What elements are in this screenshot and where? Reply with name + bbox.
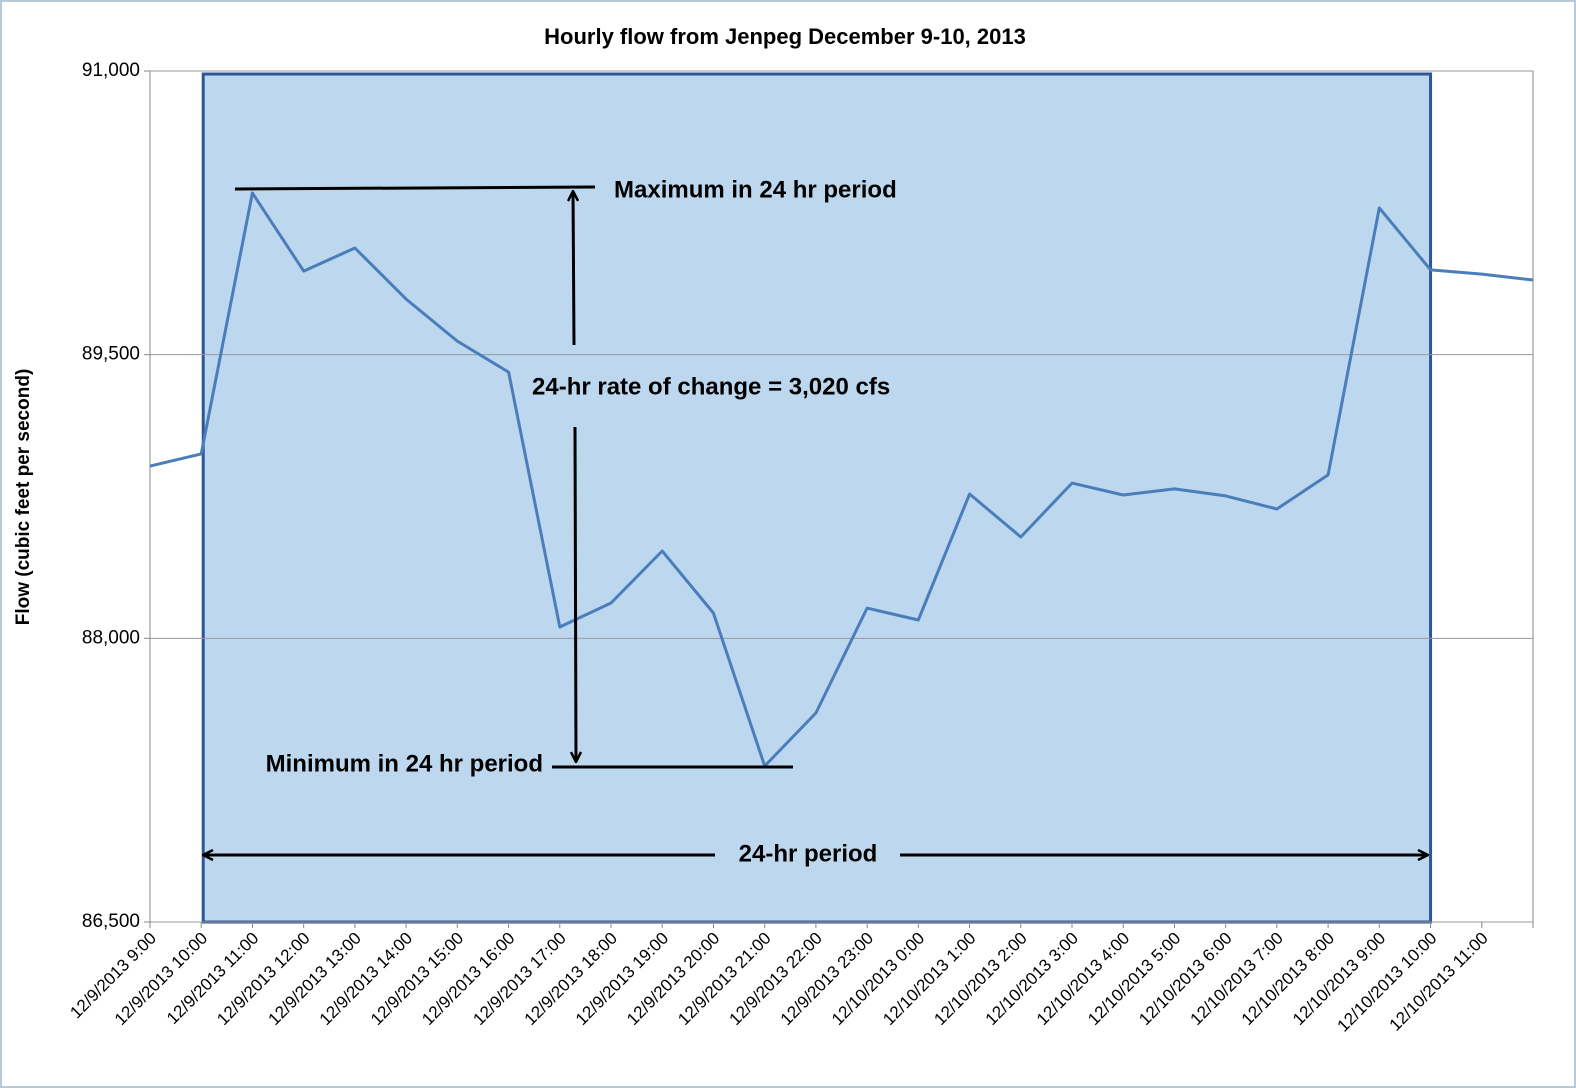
- y-tick-label: 86,500: [82, 911, 140, 932]
- x-tick-label: 12/9/2013 11:00: [163, 929, 262, 1028]
- x-tick-label: 12/9/2013 14:00: [316, 929, 416, 1029]
- x-tick-label: 12/10/2013 0:00: [828, 929, 928, 1029]
- x-tick-label: 12/9/2013 22:00: [726, 929, 826, 1029]
- annotation-line: [234, 185, 596, 191]
- annotation: 24-hr rate of change = 3,020 cfs: [532, 373, 890, 400]
- period-shade: [201, 72, 1433, 924]
- x-tick-label: 12/10/2013 5:00: [1084, 929, 1184, 1029]
- x-tick-label: 12/10/2013 11:00: [1386, 929, 1492, 1035]
- x-tick-label: 12/9/2013 23:00: [777, 929, 877, 1029]
- annotation-line: [573, 191, 574, 346]
- x-tick-label: 12/10/2013 6:00: [1135, 929, 1235, 1029]
- x-tick-label: 12/9/2013 18:00: [521, 929, 621, 1029]
- annotation-line: [575, 426, 576, 762]
- data-line: [149, 191, 1534, 768]
- x-tick-label: 12/9/2013 12:00: [213, 929, 313, 1029]
- x-tick-label: 12/9/2013 15:00: [367, 929, 467, 1029]
- annotation: Minimum in 24 hr period: [266, 750, 543, 777]
- x-tick-label: 12/9/2013 10:00: [111, 929, 211, 1029]
- x-tick-label: 12/10/2013 4:00: [1033, 929, 1133, 1029]
- x-tick-label: 12/9/2013 17:00: [469, 929, 569, 1029]
- x-tick-label: 12/10/2013 1:00: [879, 929, 979, 1029]
- x-tick-label: 12/9/2013 16:00: [418, 929, 518, 1029]
- y-axis-label: Flow (cubic feet per second): [13, 369, 34, 626]
- x-tick-label: 12/9/2013 9:00: [66, 929, 160, 1023]
- y-tick-label: 88,000: [82, 627, 140, 648]
- y-tick-label: 91,000: [82, 60, 140, 81]
- y-tick-label: 89,500: [82, 344, 140, 365]
- annotation: Maximum in 24 hr period: [614, 176, 897, 203]
- x-tick-label: 12/9/2013 21:00: [674, 929, 774, 1029]
- x-tick-label: 12/10/2013 3:00: [982, 929, 1082, 1029]
- x-tick-label: 12/9/2013 20:00: [623, 929, 723, 1029]
- x-tick-label: 12/10/2013 7:00: [1187, 929, 1287, 1029]
- x-tick-label: 12/10/2013 9:00: [1289, 929, 1389, 1029]
- x-tick-label: 12/10/2013 2:00: [930, 929, 1030, 1029]
- x-tick-label: 12/9/2013 13:00: [265, 929, 365, 1029]
- chart-title: Hourly flow from Jenpeg December 9-10, 2…: [544, 24, 1026, 49]
- annotation: 24-hr period: [739, 840, 878, 867]
- x-tick-label: 12/9/2013 19:00: [572, 929, 672, 1029]
- x-tick-label: 12/10/2013 8:00: [1238, 929, 1338, 1029]
